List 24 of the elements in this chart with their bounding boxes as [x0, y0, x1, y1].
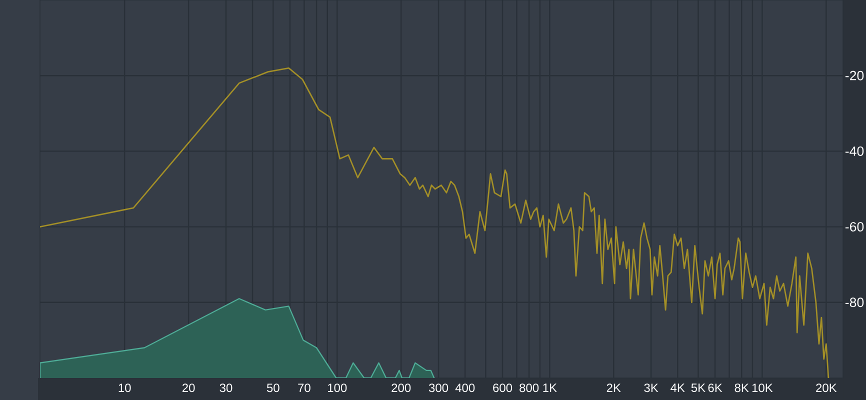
x-tick-label: 10 — [118, 384, 131, 392]
x-tick-label: 8K — [734, 384, 749, 392]
x-tick-label: 200 — [392, 384, 411, 392]
y-tick-label: -20 — [845, 70, 864, 80]
y-tick-label: -40 — [845, 146, 864, 156]
x-tick-label: 70 — [298, 384, 310, 392]
x-tick-label: 3K — [644, 384, 658, 392]
x-tick-label: 30 — [220, 384, 232, 392]
x-tick-label: 10K — [752, 384, 773, 392]
x-tick-label: 50 — [266, 384, 280, 392]
x-tick-label: 600 — [493, 384, 512, 392]
x-tick-label: 2K — [606, 384, 621, 392]
x-tick-label: 5K — [691, 384, 706, 392]
y-tick-label: -60 — [845, 222, 864, 232]
x-tick-label: 4K — [670, 384, 685, 392]
x-tick-label: 300 — [428, 384, 448, 392]
x-tick-label: 400 — [455, 384, 475, 392]
x-tick-label: 20 — [182, 384, 195, 392]
y-tick-label: -80 — [845, 298, 864, 308]
x-tick-label: 6K — [708, 384, 722, 392]
x-tick-label: 800 — [520, 384, 539, 392]
x-tick-label: 100 — [328, 384, 347, 392]
x-tick-label: 1K — [543, 384, 557, 392]
x-tick-label: 20K — [816, 384, 837, 392]
